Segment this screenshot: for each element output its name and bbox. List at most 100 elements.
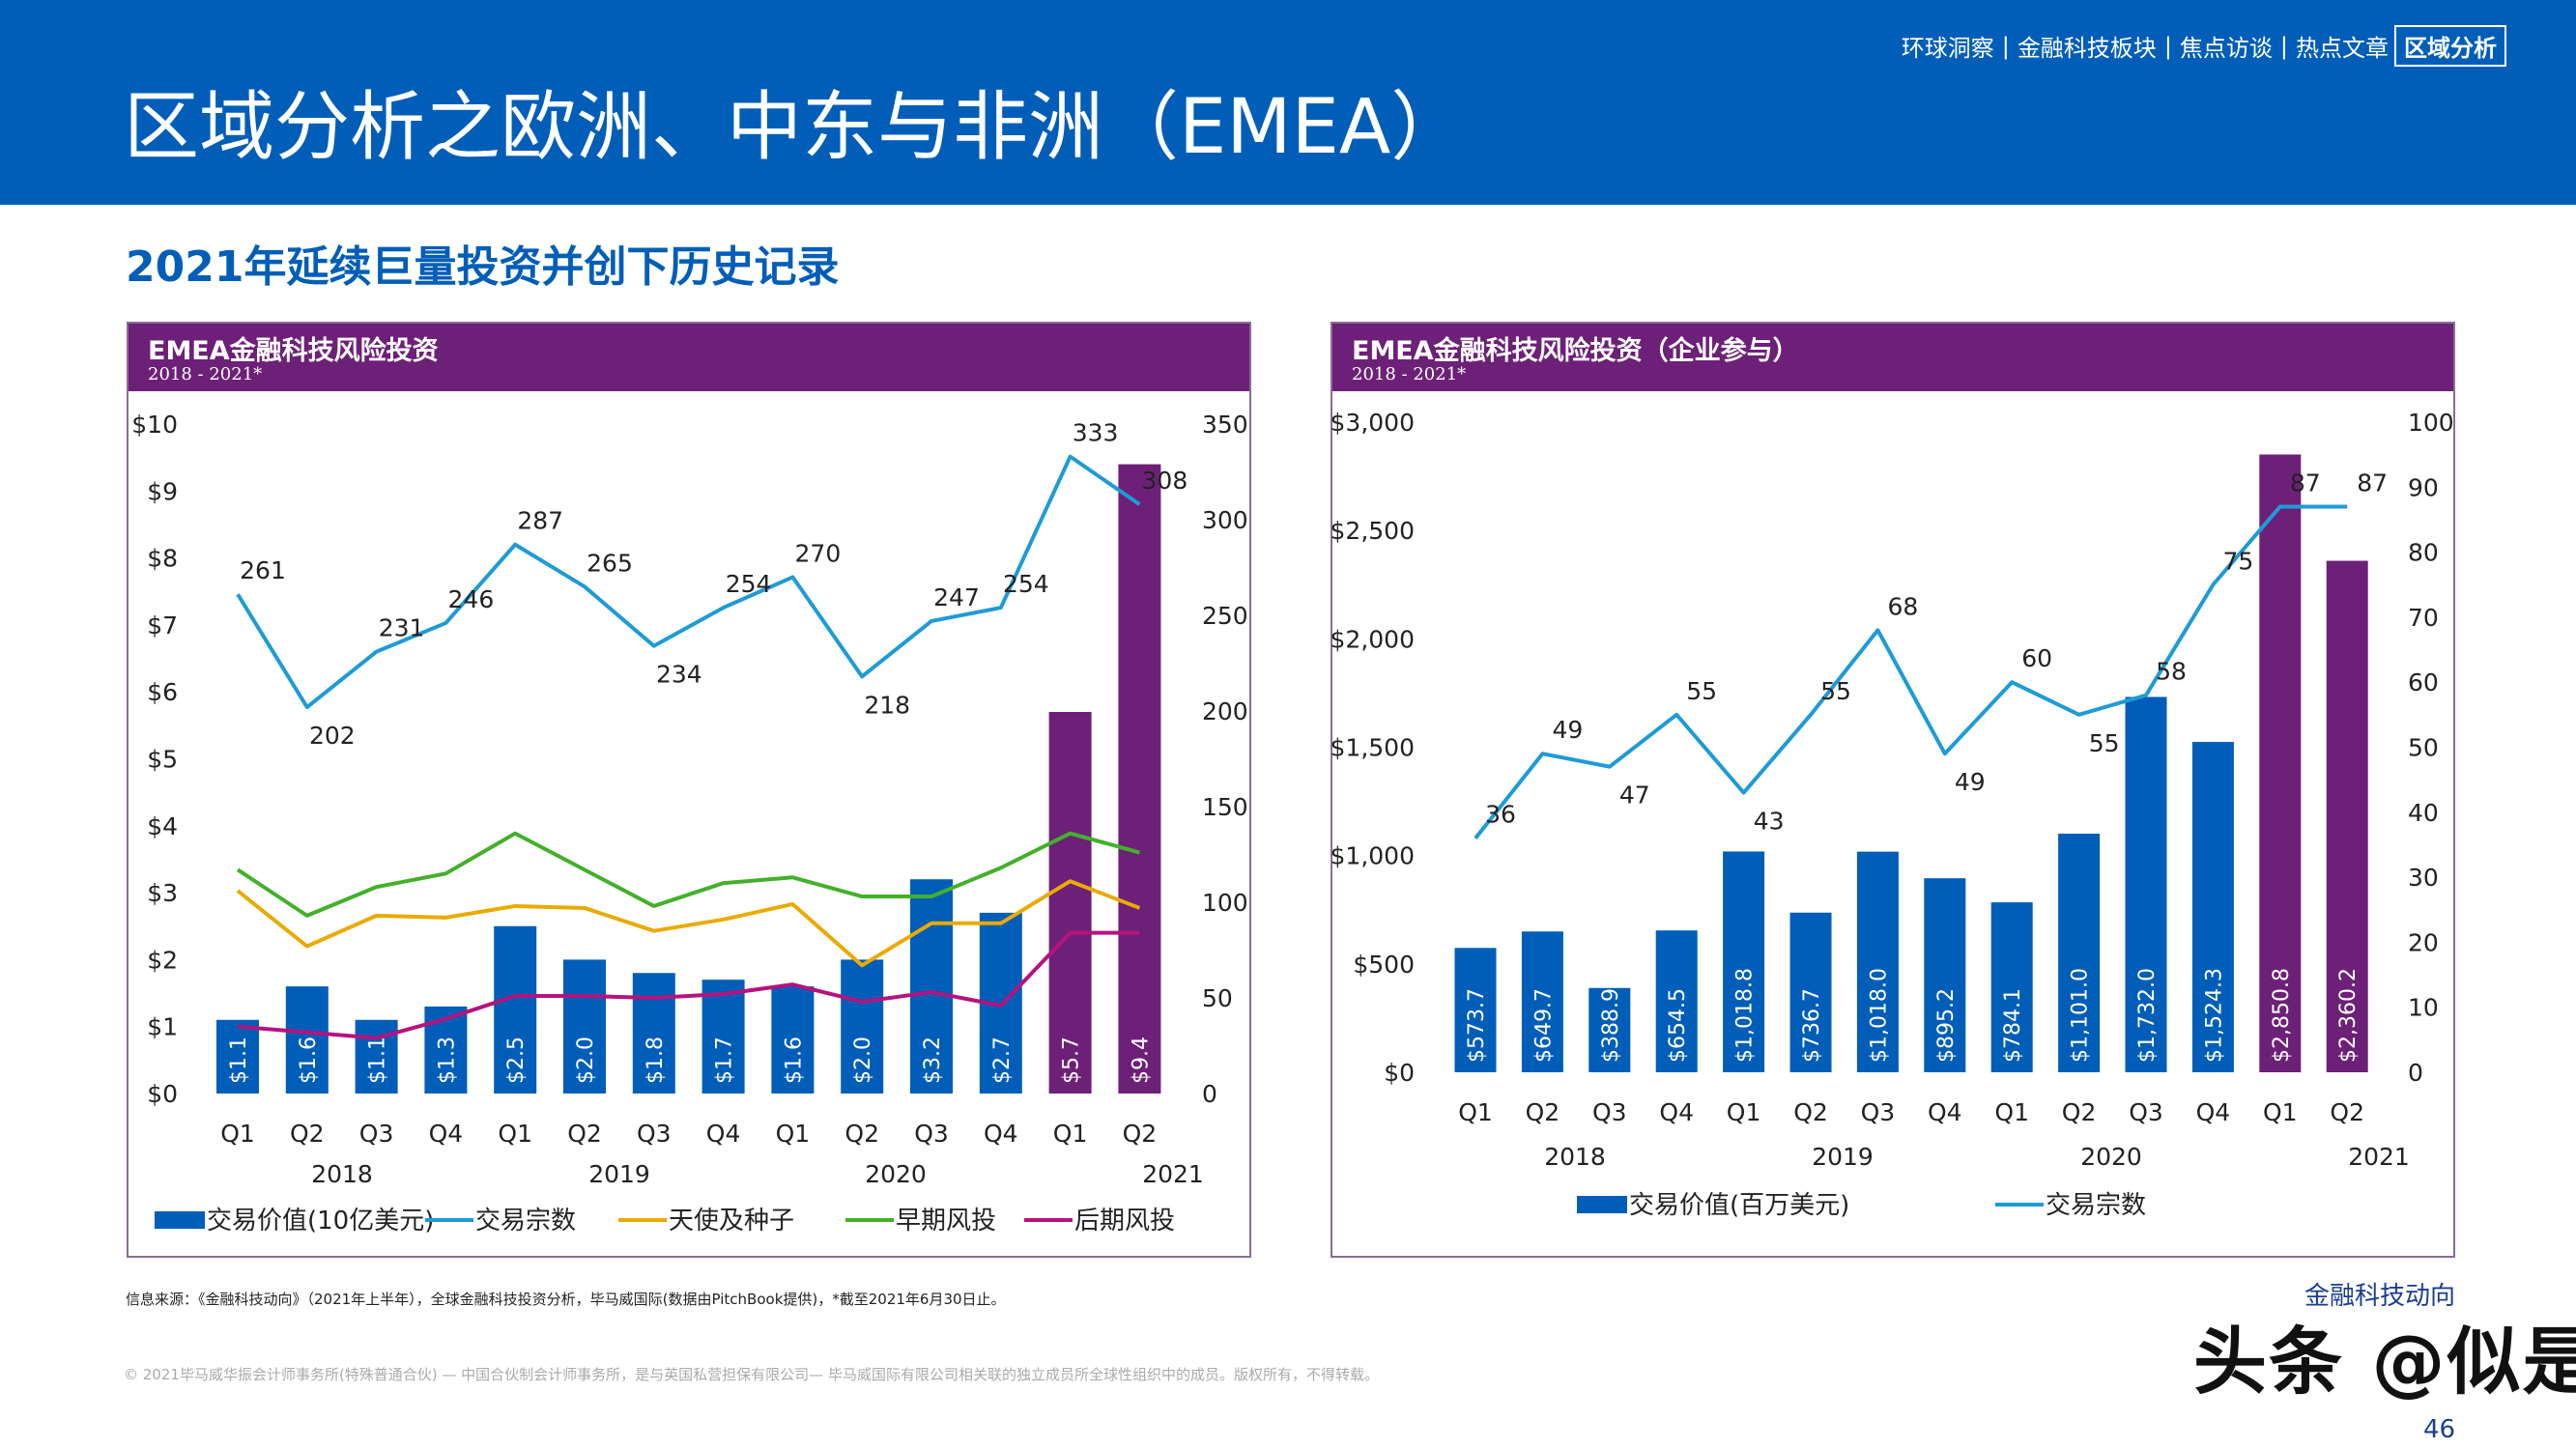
left-axis-tick: $0 xyxy=(147,1080,178,1108)
bar-value-label: $1,732.0 xyxy=(2135,968,2160,1063)
x-tick-label: Q4 xyxy=(429,1120,464,1148)
legend-label: 天使及种子 xyxy=(669,1207,794,1236)
left-axis-tick: $8 xyxy=(147,545,178,573)
right-axis-tick: 30 xyxy=(2408,864,2439,892)
right-axis-tick: 250 xyxy=(1202,602,1248,630)
nav-fintech-sectors[interactable]: 金融科技板块 xyxy=(2017,35,2157,62)
bar-value-label: $895.2 xyxy=(1934,988,1959,1063)
legend-label: 交易价值(10亿美元) xyxy=(207,1207,434,1236)
footer-brand: 金融科技动向 xyxy=(2304,1282,2456,1311)
bar-value-label: $1,524.3 xyxy=(2202,968,2226,1063)
right-axis-tick: 0 xyxy=(2408,1059,2423,1087)
section-nav: 环球洞察 | 金融科技板块 | 焦点访谈 | 热点文章 区域分析 xyxy=(1896,25,2506,67)
bar xyxy=(632,973,675,1094)
bar-value-label: $5.7 xyxy=(1060,1037,1084,1084)
series-line-1 xyxy=(236,879,1141,968)
x-tick-label: Q2 xyxy=(1526,1098,1560,1126)
left-axis-tick: $2,500 xyxy=(1331,517,1415,545)
bar xyxy=(2259,454,2302,1072)
data-label: 254 xyxy=(726,570,772,598)
bar xyxy=(841,959,884,1094)
data-label: 36 xyxy=(1485,801,1516,829)
x-tick-label: Q1 xyxy=(1727,1098,1761,1126)
bar-value-label: $2.7 xyxy=(990,1037,1015,1084)
nav-hot-articles[interactable]: 热点文章 xyxy=(2296,35,2389,62)
watermark: 头条 @似是 xyxy=(2193,1319,2576,1405)
legend-label: 早期风投 xyxy=(896,1207,996,1236)
right-axis-tick: 70 xyxy=(2408,604,2439,632)
year-label: 2021 xyxy=(2348,1143,2410,1171)
year-label: 2021 xyxy=(1142,1160,1204,1188)
bar xyxy=(1723,851,1765,1072)
data-label: 55 xyxy=(1686,677,1717,705)
copyright-note: © 2021毕马威华振会计师事务所(特殊普通合伙) — 中国合伙制会计师事务所，… xyxy=(124,1366,1379,1383)
left-axis-tick: $10 xyxy=(131,411,178,439)
data-label: 75 xyxy=(2222,547,2253,575)
right-axis-tick: 0 xyxy=(1202,1080,1217,1108)
bar xyxy=(1924,878,1966,1072)
nav-regional-analysis[interactable]: 区域分析 xyxy=(2394,25,2506,67)
left-axis-tick: $1,500 xyxy=(1331,734,1415,762)
right-axis-tick: 10 xyxy=(2408,994,2439,1022)
x-tick-label: Q2 xyxy=(2062,1098,2097,1126)
x-tick-label: Q3 xyxy=(1861,1098,1896,1126)
bar-value-label: $2.0 xyxy=(851,1037,875,1084)
bar-value-label: $2,850.8 xyxy=(2270,968,2294,1063)
bar-value-label: $573.7 xyxy=(1465,988,1489,1063)
x-tick-label: Q3 xyxy=(914,1120,949,1148)
x-tick-label: Q4 xyxy=(1928,1098,1962,1126)
chart-panel-right: EMEA金融科技风险投资（企业参与） 2018 - 2021* xyxy=(1331,322,2455,1258)
nav-global-insights[interactable]: 环球洞察 xyxy=(1901,35,1994,62)
right-axis-tick: 90 xyxy=(2408,473,2439,501)
x-tick-label: Q4 xyxy=(2196,1098,2231,1126)
left-axis-tick: $6 xyxy=(147,678,178,706)
year-label: 2020 xyxy=(865,1160,927,1188)
bar-value-label: $388.9 xyxy=(1599,988,1623,1063)
year-label: 2018 xyxy=(1544,1143,1606,1171)
bar-value-label: $1.1 xyxy=(227,1037,251,1084)
x-tick-label: Q1 xyxy=(220,1120,255,1148)
left-axis-tick: $5 xyxy=(147,746,178,774)
bar-value-label: $1,101.0 xyxy=(2069,968,2093,1063)
x-tick-label: Q1 xyxy=(1994,1098,2029,1126)
data-label: 333 xyxy=(1073,419,1119,447)
data-label: 60 xyxy=(2021,644,2052,672)
bar xyxy=(1655,930,1698,1072)
page-number: 46 xyxy=(2423,1415,2456,1444)
bar-value-label: $654.5 xyxy=(1666,988,1690,1063)
chart-subtitle: 2018 - 2021* xyxy=(148,364,263,384)
data-label: 87 xyxy=(2357,469,2388,497)
right-axis-tick: 350 xyxy=(1202,411,1248,439)
year-label: 2019 xyxy=(1812,1143,1874,1171)
x-tick-label: Q1 xyxy=(1458,1098,1493,1126)
x-tick-label: Q4 xyxy=(706,1120,741,1148)
data-label: 246 xyxy=(448,585,495,613)
panel-header: EMEA金融科技风险投资（企业参与） 2018 - 2021* xyxy=(1332,324,2453,391)
x-tick-label: Q2 xyxy=(567,1120,602,1148)
legend-label: 交易价值(百万美元) xyxy=(1629,1191,1849,1220)
data-label: 234 xyxy=(656,661,702,689)
right-axis-tick: 80 xyxy=(2408,539,2439,567)
data-label: 55 xyxy=(2089,729,2120,757)
data-label: 202 xyxy=(309,722,356,750)
data-label: 68 xyxy=(1887,592,1918,620)
bar xyxy=(216,1019,259,1094)
data-label: 55 xyxy=(1820,677,1851,705)
x-tick-label: Q2 xyxy=(844,1120,879,1148)
bar xyxy=(494,925,537,1094)
right-axis-tick: 50 xyxy=(1202,984,1233,1012)
year-label: 2018 xyxy=(311,1160,373,1188)
chart-panel-left: EMEA金融科技风险投资 2018 - 2021* xyxy=(127,322,1251,1258)
series-line-0 xyxy=(1474,504,2348,839)
right-axis-tick: 50 xyxy=(2408,734,2439,762)
x-tick-label: Q1 xyxy=(498,1120,532,1148)
left-axis-tick: $2 xyxy=(147,946,178,974)
right-axis-tick: 20 xyxy=(2408,928,2439,956)
bar xyxy=(2326,560,2368,1072)
bar xyxy=(910,879,953,1094)
bar xyxy=(2125,696,2167,1072)
right-axis-tick: 60 xyxy=(2408,668,2439,696)
nav-interviews[interactable]: 焦点访谈 xyxy=(2179,35,2273,62)
data-label: 261 xyxy=(240,556,286,584)
data-label: 49 xyxy=(1552,716,1583,744)
